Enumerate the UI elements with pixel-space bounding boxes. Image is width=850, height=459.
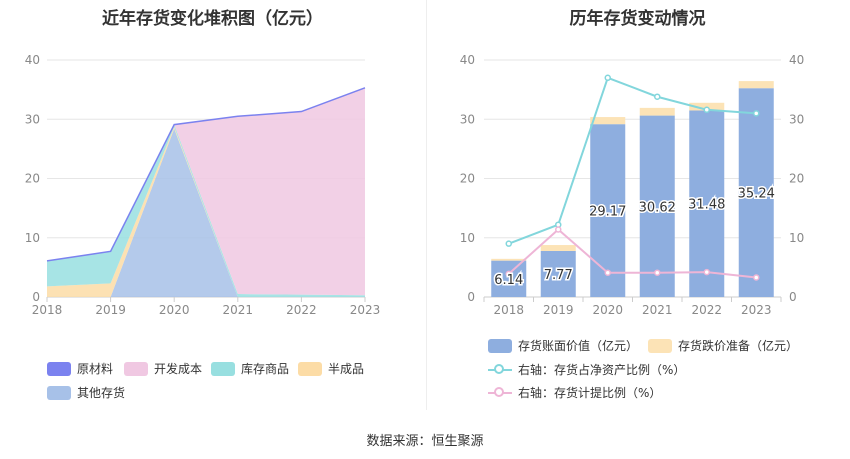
line-ratio_provision_line — [508, 228, 757, 279]
right-y2-tick-label: 40 — [789, 53, 804, 67]
right-y-tick-label: 0 — [467, 290, 475, 304]
left-y-tick-label: 10 — [25, 231, 40, 245]
panel-divider — [426, 0, 427, 410]
left-y-tick-label: 40 — [25, 53, 40, 67]
left-y-tick-label: 0 — [32, 290, 40, 304]
legend-swatch-ratio-provision — [488, 386, 512, 400]
left-chart-title: 近年存货变化堆积图（亿元） — [102, 9, 323, 29]
legend-item-development-cost[interactable]: 开发成本 — [124, 360, 202, 377]
bar-book-value — [590, 124, 626, 297]
right-y-tick-label: 20 — [460, 172, 475, 186]
legend-label-ratio-provision: 右轴：存货计提比例（%） — [518, 386, 662, 400]
point-ratio_provision_line — [753, 274, 760, 281]
point-ratio_provision_line — [505, 270, 512, 278]
point-ratio_provision_line — [703, 268, 710, 276]
bar-impairment — [491, 258, 527, 261]
bar-value-label: 30.62 — [639, 200, 676, 215]
area-development_cost — [47, 87, 365, 296]
legend-swatch-raw-material — [47, 361, 71, 376]
right-y2-tick-label: 30 — [789, 112, 804, 126]
point-ratio_assets_line — [753, 110, 760, 117]
bar-value-label: 6.14 — [494, 273, 523, 288]
bar-impairment — [590, 117, 626, 125]
left-x-tick-label: 2020 — [159, 303, 190, 317]
right-x-tick-label: 2018 — [493, 303, 524, 317]
right-y2-tick-label: 0 — [789, 290, 797, 304]
bar-impairment — [639, 107, 675, 116]
legend-label-inventory-goods: 库存商品 — [241, 362, 290, 376]
right-x-tick-label: 2020 — [592, 303, 623, 317]
point-ratio_assets_line — [604, 74, 611, 82]
point-ratio_provision_line — [654, 269, 661, 276]
bar-impairment — [540, 245, 576, 251]
right-y-tick-label: 40 — [460, 53, 475, 67]
legend-label-semi-finished: 半成品 — [328, 362, 365, 376]
legend-label-impairment: 存货跌价准备（亿元） — [678, 339, 799, 353]
legend-label-book-value: 存货账面价值（亿元） — [518, 339, 639, 353]
point-ratio_provision_line — [604, 269, 611, 276]
legend-item-inventory-goods[interactable]: 库存商品 — [211, 360, 289, 377]
area-other_inventory — [47, 128, 365, 297]
legend-item-ratio-assets[interactable]: 右轴：存货占净资产比例（%） — [488, 361, 685, 378]
right-x-tick-label: 2019 — [543, 303, 574, 317]
legend-swatch-inventory-goods — [211, 361, 235, 376]
data-source: 数据来源：恒生聚源 — [366, 434, 484, 449]
bar-book-value — [491, 260, 527, 297]
legend-swatch-impairment — [648, 338, 672, 353]
legend-item-semi-finished[interactable]: 半成品 — [298, 360, 364, 377]
legend-label-raw-material: 原材料 — [77, 362, 114, 376]
right-y-tick-label: 30 — [460, 112, 475, 126]
legend-swatch-semi-finished — [298, 361, 322, 376]
left-y-tick-label: 30 — [25, 112, 40, 126]
point-ratio_assets_line — [505, 240, 512, 247]
bar-value-label: 35.24 — [738, 187, 775, 202]
area-inventory_goods — [47, 124, 365, 298]
right-chart-title: 历年存货变动情况 — [569, 9, 706, 29]
left-x-tick-label: 2019 — [95, 303, 126, 317]
legend-swatch-other-inventory — [47, 385, 71, 400]
bar-value-label: 29.17 — [589, 205, 626, 220]
area-top-outline — [46, 87, 366, 262]
legend-swatch-book-value — [488, 338, 512, 353]
left-x-tick-label: 2022 — [286, 303, 317, 317]
legend-item-other-inventory[interactable]: 其他存货 — [47, 384, 125, 401]
left-x-tick-label: 2018 — [32, 303, 63, 317]
bar-impairment — [738, 81, 774, 89]
bar-book-value — [738, 88, 774, 297]
legend-label-other-inventory: 其他存货 — [77, 386, 126, 400]
left-y-tick-label: 20 — [25, 172, 40, 186]
right-y2-tick-label: 20 — [789, 172, 804, 186]
point-ratio_provision_line — [555, 226, 562, 233]
bar-book-value — [639, 115, 675, 297]
right-y-tick-label: 10 — [460, 231, 475, 245]
legend-label-development-cost: 开发成本 — [154, 362, 203, 376]
legend-item-impairment[interactable]: 存货跌价准备（亿元） — [648, 337, 798, 354]
right-x-tick-label: 2023 — [741, 303, 772, 317]
area-semi_finished — [47, 126, 365, 297]
point-ratio_assets_line — [703, 106, 710, 114]
right-x-tick-label: 2021 — [642, 303, 673, 317]
left-x-tick-label: 2023 — [350, 303, 381, 317]
legend-item-ratio-provision[interactable]: 右轴：存货计提比例（%） — [488, 384, 661, 401]
legend-item-raw-material[interactable]: 原材料 — [47, 360, 113, 377]
bar-value-label: 7.77 — [544, 268, 573, 283]
right-y2-tick-label: 10 — [789, 231, 804, 245]
left-x-tick-label: 2021 — [223, 303, 254, 317]
legend-item-book-value[interactable]: 存货账面价值（亿元） — [488, 337, 638, 354]
point-ratio_assets_line — [654, 93, 661, 100]
legend-label-ratio-assets: 右轴：存货占净资产比例（%） — [518, 363, 686, 377]
bar-value-label: 31.48 — [688, 198, 725, 213]
charts-canvas: 0 10 20 30 40 2018 2019 2020 2021 2022 2023 0 10 20 30… — [25, 53, 805, 317]
line-ratio_assets_line — [508, 76, 757, 245]
legend-swatch-development-cost — [124, 361, 148, 376]
bar-book-value — [689, 110, 725, 297]
bar-book-value — [540, 250, 576, 297]
right-x-tick-label: 2022 — [691, 303, 722, 317]
legend-swatch-ratio-assets — [488, 363, 512, 377]
